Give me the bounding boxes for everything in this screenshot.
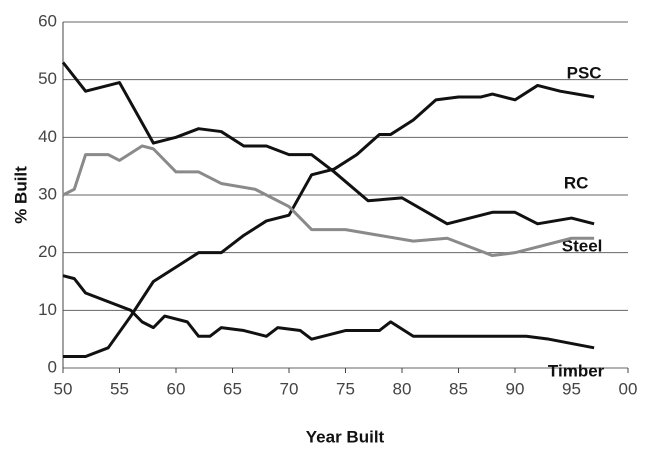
series-line [63,83,595,358]
y-tick-label: 40 [38,127,57,146]
series-line [62,274,595,350]
x-tick-label: 90 [506,379,525,398]
series-label: PSC [567,63,602,82]
x-tick-label: 85 [449,379,468,398]
x-axis-label: Year Built [306,427,385,446]
y-tick-label: 50 [38,69,57,88]
x-tick-label: 60 [167,379,186,398]
series-label: Steel [562,236,603,255]
series-line [62,144,595,258]
series-line [61,61,595,226]
series-label: Timber [548,361,605,380]
x-tick-label: 75 [336,379,355,398]
y-tick-label: 0 [48,357,57,376]
series-label: RC [564,174,589,193]
x-tick-label: 95 [562,379,581,398]
y-axis-label: % Built [11,166,30,224]
x-tick-label: 00 [619,379,638,398]
x-tick-label: 55 [110,379,129,398]
x-tick-label: 80 [393,379,412,398]
y-tick-label: 10 [38,300,57,319]
y-tick-label: 20 [38,242,57,261]
y-tick-label: 60 [38,11,57,30]
x-tick-label: 50 [54,379,73,398]
y-tick-label: 30 [38,184,57,203]
x-tick-label: 65 [223,379,242,398]
x-tick-label: 70 [280,379,299,398]
